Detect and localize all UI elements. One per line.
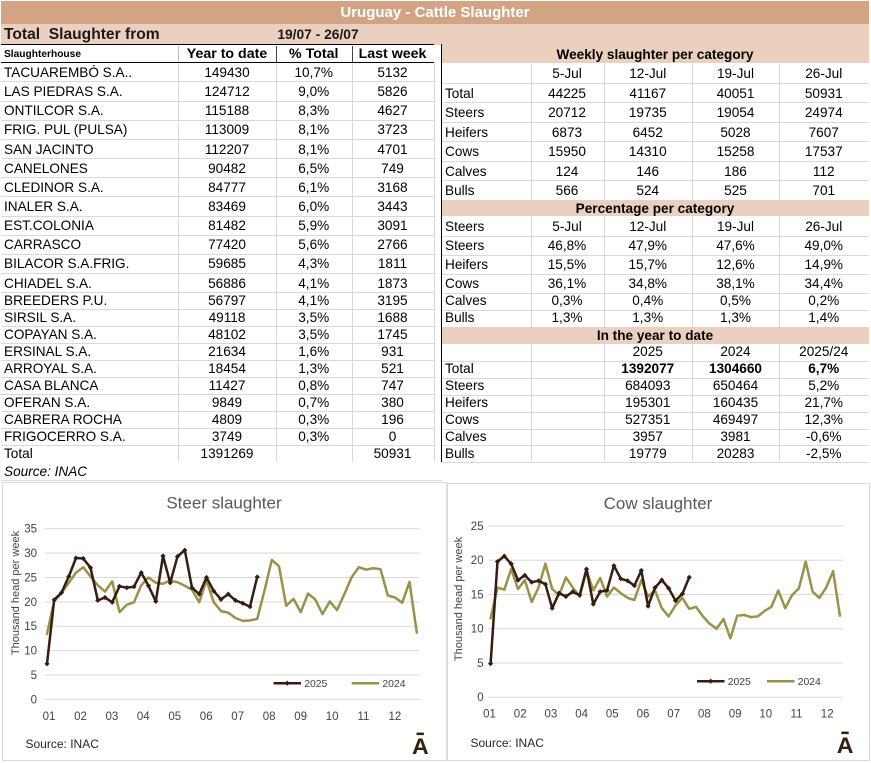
svg-text:30: 30 — [24, 548, 37, 560]
svg-text:Source: INAC: Source: INAC — [471, 736, 545, 750]
svg-text:05: 05 — [606, 709, 619, 721]
svg-text:10: 10 — [325, 710, 338, 722]
svg-text:5: 5 — [30, 670, 36, 682]
svg-text:09: 09 — [729, 709, 742, 721]
svg-text:12: 12 — [388, 710, 401, 722]
svg-text:A: A — [412, 733, 429, 759]
svg-text:2024: 2024 — [382, 678, 405, 689]
svg-text:25: 25 — [471, 521, 484, 533]
svg-text:5: 5 — [477, 658, 483, 670]
svg-text:09: 09 — [294, 710, 307, 722]
svg-text:Thousand head per week: Thousand head per week — [10, 530, 22, 655]
svg-text:20: 20 — [471, 555, 484, 567]
svg-text:2025: 2025 — [304, 678, 327, 689]
svg-text:Cow slaughter: Cow slaughter — [604, 494, 713, 513]
svg-text:01: 01 — [42, 710, 55, 722]
svg-text:2024: 2024 — [798, 677, 821, 688]
svg-text:05: 05 — [168, 710, 181, 722]
svg-text:A: A — [837, 732, 854, 758]
svg-text:04: 04 — [575, 709, 588, 721]
svg-text:11: 11 — [357, 710, 369, 722]
svg-text:Thousand head per week: Thousand head per week — [453, 536, 465, 661]
svg-text:02: 02 — [74, 710, 87, 722]
svg-text:07: 07 — [231, 710, 244, 722]
svg-text:12: 12 — [821, 709, 834, 721]
svg-text:15: 15 — [24, 621, 37, 633]
svg-text:0: 0 — [477, 692, 483, 704]
svg-text:01: 01 — [483, 709, 496, 721]
svg-text:03: 03 — [105, 710, 118, 722]
svg-text:02: 02 — [514, 709, 527, 721]
svg-text:35: 35 — [24, 523, 37, 535]
svg-text:10: 10 — [759, 709, 772, 721]
svg-text:25: 25 — [24, 572, 37, 584]
svg-text:20: 20 — [24, 596, 37, 608]
svg-text:06: 06 — [199, 710, 212, 722]
svg-text:0: 0 — [30, 694, 36, 706]
svg-text:Source: INAC: Source: INAC — [25, 737, 99, 751]
svg-text:08: 08 — [262, 710, 275, 722]
svg-text:03: 03 — [545, 709, 558, 721]
svg-text:11: 11 — [791, 709, 803, 721]
svg-text:10: 10 — [471, 624, 484, 636]
svg-text:04: 04 — [136, 710, 149, 722]
svg-text:07: 07 — [667, 709, 680, 721]
svg-text:Steer slaughter: Steer slaughter — [166, 493, 282, 512]
svg-text:08: 08 — [698, 709, 711, 721]
svg-text:06: 06 — [637, 709, 650, 721]
svg-text:15: 15 — [471, 590, 484, 602]
svg-text:2025: 2025 — [728, 677, 751, 688]
svg-text:10: 10 — [24, 645, 37, 657]
